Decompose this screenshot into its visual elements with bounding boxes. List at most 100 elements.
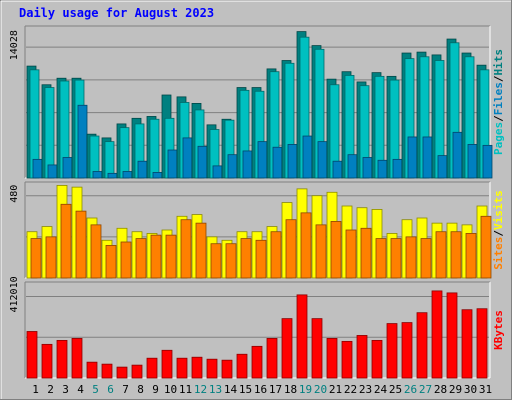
x-tick-label-day-12: 12	[194, 383, 207, 396]
hits-bar-pages-day-16	[257, 141, 268, 179]
visits-bar-sites-day-28	[435, 231, 447, 279]
kbytes-bar-kbytes-day-14	[221, 359, 233, 379]
hits-legend-files: Files	[492, 82, 505, 115]
kbytes-bar-kbytes-day-17	[266, 338, 278, 379]
visits-bar-sites-day-17	[270, 231, 282, 279]
legend-separator: /	[492, 115, 505, 122]
kbytes-bar-kbytes-day-10	[161, 349, 173, 379]
visits-bar-sites-day-30	[465, 233, 477, 279]
x-tick-label-day-25: 25	[389, 383, 402, 396]
kbytes-bar-kbytes-day-21	[326, 338, 338, 379]
x-tick-label-day-9: 9	[152, 383, 159, 396]
x-tick-label-day-21: 21	[329, 383, 342, 396]
chart-title: Daily usage for August 2023	[19, 6, 214, 20]
hits-bar-pages-day-10	[167, 149, 178, 179]
x-tick-label-day-22: 22	[344, 383, 357, 396]
x-axis-day-labels: 1 2 3 4 5 6 7 8 9 10 11 12 13 14 15 16 17 18 19 20 21 22 23 24 2…	[32, 383, 492, 396]
kbytes-bar-kbytes-day-30	[461, 309, 473, 379]
x-tick-label-day-24: 24	[374, 383, 388, 396]
kbytes-bar-kbytes-day-29	[446, 292, 458, 379]
visits-bar-sites-day-18	[285, 219, 297, 279]
visits-tick-label: 480	[9, 185, 20, 203]
hits-bar-pages-day-23	[362, 157, 373, 179]
visits-bar-sites-day-5	[90, 224, 102, 279]
visits-bar-sites-day-13	[210, 243, 222, 279]
x-tick-label-day-30: 30	[464, 383, 477, 396]
hits-bar-pages-day-14	[227, 154, 238, 179]
visits-bar-sites-day-22	[345, 229, 357, 279]
x-tick-label-day-6: 6	[107, 383, 114, 396]
kbytes-bar-kbytes-day-7	[116, 366, 128, 379]
hits-legend-label: Pages/Files/Hits	[492, 49, 505, 155]
x-tick-label-day-19: 19	[299, 383, 312, 396]
hits-legend-hits: Hits	[492, 49, 505, 76]
x-tick-label-day-1: 1	[32, 383, 39, 396]
visits-legend-visits: Visits	[492, 190, 505, 230]
x-tick-label-day-3: 3	[62, 383, 69, 396]
visits-bar-sites-day-15	[240, 238, 252, 279]
visits-bar-sites-day-14	[225, 243, 237, 279]
visits-bar-sites-day-1	[30, 238, 42, 279]
kbytes-bar-kbytes-day-19	[296, 294, 308, 379]
x-tick-label-day-27: 27	[419, 383, 432, 396]
hits-bar-pages-day-30	[467, 144, 478, 179]
kbytes-bar-kbytes-day-11	[176, 357, 188, 379]
kbytes-bar-kbytes-day-28	[431, 290, 443, 379]
visits-bar-sites-day-29	[450, 231, 462, 279]
kbytes-bar-kbytes-day-9	[146, 357, 158, 379]
x-tick-label-day-10: 10	[164, 383, 177, 396]
x-tick-label-day-11: 11	[179, 383, 192, 396]
x-tick-label-day-18: 18	[284, 383, 297, 396]
hits-bar-files-day-2	[44, 87, 55, 179]
x-tick-label-day-14: 14	[224, 383, 238, 396]
x-tick-label-day-23: 23	[359, 383, 372, 396]
hits-bar-pages-day-28	[437, 155, 448, 179]
x-tick-label-day-4: 4	[77, 383, 84, 396]
hits-bar-files-day-9	[149, 118, 160, 179]
x-tick-label-day-15: 15	[239, 383, 252, 396]
hits-legend-pages: Pages	[492, 122, 505, 155]
hits-bar-pages-day-17	[272, 146, 283, 179]
hits-bar-pages-day-11	[182, 137, 193, 179]
visits-bar-sites-day-6	[105, 245, 117, 279]
kbytes-bar-kbytes-day-8	[131, 364, 143, 379]
hits-tick-label: 14028	[9, 30, 20, 60]
visits-bar-sites-day-20	[315, 224, 327, 279]
kbytes-legend-label: KBytes	[492, 310, 505, 350]
x-tick-label-day-2: 2	[47, 383, 54, 396]
visits-bar-sites-day-16	[255, 239, 267, 279]
legend-separator: /	[492, 75, 505, 82]
visits-bar-sites-day-7	[120, 241, 132, 279]
x-tick-label-day-8: 8	[137, 383, 144, 396]
visits-bar-sites-day-27	[420, 238, 432, 279]
hits-bar-pages-day-19	[302, 135, 313, 179]
x-tick-label-day-7: 7	[122, 383, 129, 396]
kbytes-bar-kbytes-day-20	[311, 318, 323, 379]
x-tick-label-day-13: 13	[209, 383, 222, 396]
visits-bar-sites-day-3	[60, 203, 72, 279]
kbytes-bar-kbytes-day-5	[86, 361, 98, 379]
x-tick-label-day-29: 29	[449, 383, 462, 396]
visits-bar-sites-day-25	[390, 238, 402, 279]
visits-bar-sites-day-23	[360, 227, 372, 279]
visits-bar-sites-day-26	[405, 236, 417, 279]
kbytes-bar-kbytes-day-22	[341, 340, 353, 379]
x-tick-label-day-31: 31	[479, 383, 492, 396]
kbytes-bar-kbytes-day-4	[71, 338, 83, 379]
kbytes-legend-kbytes: KBytes	[492, 310, 505, 350]
hits-bar-files-day-6	[104, 141, 115, 179]
hits-bar-pages-day-9	[152, 172, 163, 179]
hits-bar-pages-day-13	[212, 165, 223, 179]
visits-bar-sites-day-19	[300, 212, 312, 279]
hits-bar-pages-day-20	[317, 141, 328, 179]
visits-bar-sites-day-2	[45, 236, 57, 279]
visits-legend-label: Sites/Visits	[492, 190, 505, 270]
kbytes-bar-kbytes-day-13	[206, 358, 218, 379]
x-tick-label-day-17: 17	[269, 383, 282, 396]
kbytes-bar-kbytes-day-18	[281, 318, 293, 379]
hits-bar-pages-day-4	[77, 104, 88, 179]
x-tick-label-day-26: 26	[404, 383, 417, 396]
kbytes-bar-kbytes-day-15	[236, 353, 248, 379]
kbytes-bar-kbytes-day-6	[101, 363, 113, 379]
